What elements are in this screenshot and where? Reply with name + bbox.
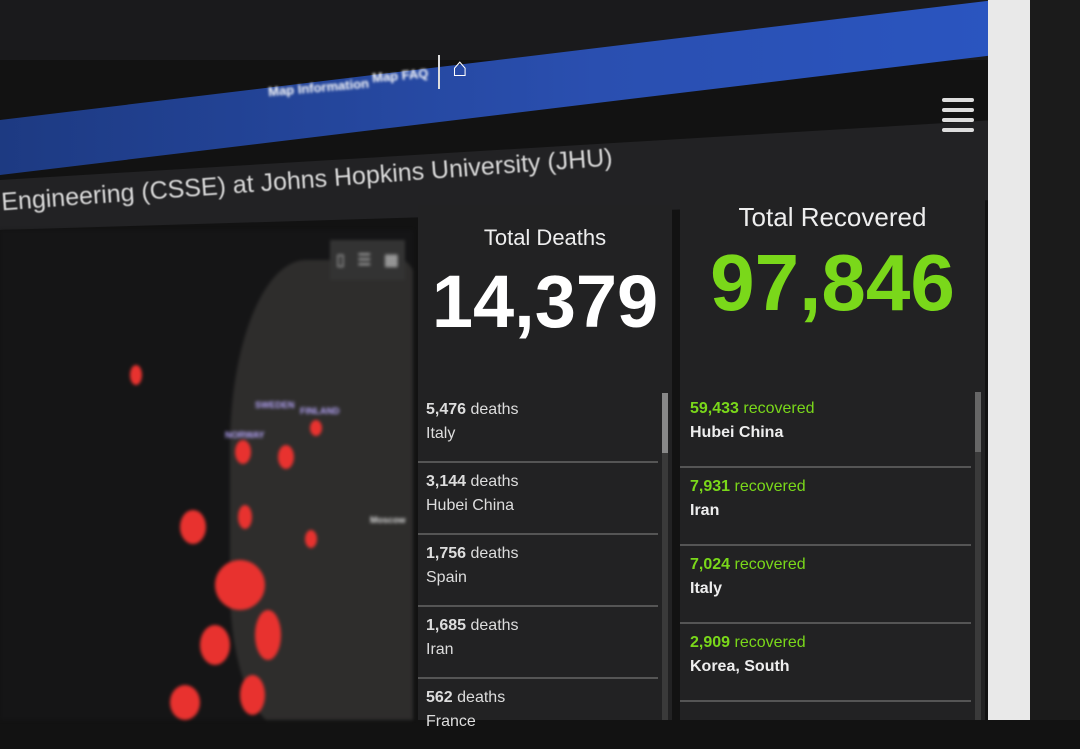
grid-icon[interactable]: ▦ xyxy=(383,252,399,269)
death-count: 1,685 xyxy=(426,617,467,634)
recovered-list[interactable]: 59,433 recovered Hubei China 7,931 recove… xyxy=(680,392,985,720)
recovered-unit: recovered xyxy=(743,400,815,417)
map-toolbar[interactable]: ▯ ☰ ▦ xyxy=(330,240,405,280)
recovered-count: 7,024 xyxy=(690,556,731,573)
deaths-list[interactable]: 5,476 deaths Italy 3,144 deaths Hubei Chin… xyxy=(418,393,672,730)
death-count: 1,756 xyxy=(426,545,467,562)
death-unit: deaths xyxy=(470,401,519,418)
death-count: 5,476 xyxy=(426,401,467,418)
case-marker[interactable] xyxy=(278,445,294,469)
recovered-count: 7,931 xyxy=(690,478,731,495)
scrollbar[interactable] xyxy=(662,393,668,720)
list-item[interactable]: 562 deaths France xyxy=(418,681,658,749)
list-item[interactable]: 1,756 deaths Spain xyxy=(418,537,658,607)
map-label: FINLAND xyxy=(300,406,340,416)
case-marker[interactable] xyxy=(235,440,251,464)
home-icon[interactable]: ⌂ xyxy=(452,52,468,82)
background xyxy=(1030,0,1080,720)
map-label: NORWAY xyxy=(225,430,265,440)
list-item[interactable]: 1,685 deaths Iran xyxy=(418,609,658,679)
recovered-count: 2,909 xyxy=(690,634,731,651)
list-item[interactable]: 7,024 recovered Italy xyxy=(680,548,971,624)
case-marker[interactable] xyxy=(215,560,265,610)
death-unit: deaths xyxy=(457,689,506,706)
death-unit: deaths xyxy=(470,473,519,490)
recovered-unit: recovered xyxy=(734,556,806,573)
place: Hubei China xyxy=(426,497,515,514)
recovered-count: 59,433 xyxy=(690,400,739,417)
map-label: SWEDEN xyxy=(255,400,295,410)
case-marker[interactable] xyxy=(240,675,265,715)
monitor-bezel xyxy=(988,0,1030,720)
bookmark-icon[interactable]: ▯ xyxy=(336,252,345,269)
recovered-title: Total Recovered xyxy=(738,202,927,232)
case-marker[interactable] xyxy=(180,510,206,544)
case-marker[interactable] xyxy=(305,530,317,548)
list-item[interactable]: 3,144 deaths Hubei China xyxy=(418,465,658,535)
recovered-total: 97,846 xyxy=(710,238,955,327)
nav-divider xyxy=(438,55,440,89)
total-recovered-panel: Total Recovered 97,846 59,433 recovered H… xyxy=(680,190,985,720)
list-item[interactable]: 59,433 recovered Hubei China xyxy=(680,392,971,468)
recovered-unit: recovered xyxy=(734,478,806,495)
scrollbar-thumb[interactable] xyxy=(662,393,668,453)
map-panel[interactable]: ▯ ☰ ▦ SWEDEN FINLAND NORWAY Moscow xyxy=(0,230,413,720)
map-label: Moscow xyxy=(370,515,406,525)
list-item[interactable]: 5,476 deaths Italy xyxy=(418,393,658,463)
case-marker[interactable] xyxy=(310,420,322,436)
recovered-unit: recovered xyxy=(734,634,806,651)
scrollbar-thumb[interactable] xyxy=(975,392,981,452)
list-item[interactable]: 2,909 recovered Korea, South xyxy=(680,626,971,702)
place: Spain xyxy=(426,569,467,586)
case-marker[interactable] xyxy=(130,365,142,385)
deaths-total: 14,379 xyxy=(431,260,659,343)
death-count: 562 xyxy=(426,689,453,706)
place: Iran xyxy=(426,641,454,658)
place: Hubei China xyxy=(690,424,784,441)
place: Iran xyxy=(690,502,720,519)
death-unit: deaths xyxy=(470,545,519,562)
deaths-title: Total Deaths xyxy=(483,225,607,250)
death-unit: deaths xyxy=(470,617,519,634)
place: Italy xyxy=(426,425,456,442)
total-deaths-panel: Total Deaths 14,379 5,476 deaths Italy 3,… xyxy=(418,205,672,730)
list-item[interactable]: 7,931 recovered Iran xyxy=(680,470,971,546)
death-count: 3,144 xyxy=(426,473,467,490)
case-marker[interactable] xyxy=(255,610,281,660)
place: Korea, South xyxy=(690,658,790,675)
list-icon[interactable]: ☰ xyxy=(357,252,372,269)
case-marker[interactable] xyxy=(170,685,200,720)
case-marker[interactable] xyxy=(238,505,252,529)
hamburger-icon[interactable] xyxy=(942,92,974,134)
case-marker[interactable] xyxy=(200,625,230,665)
place: Italy xyxy=(690,580,723,597)
place: France xyxy=(426,713,476,730)
scrollbar[interactable] xyxy=(975,392,981,720)
